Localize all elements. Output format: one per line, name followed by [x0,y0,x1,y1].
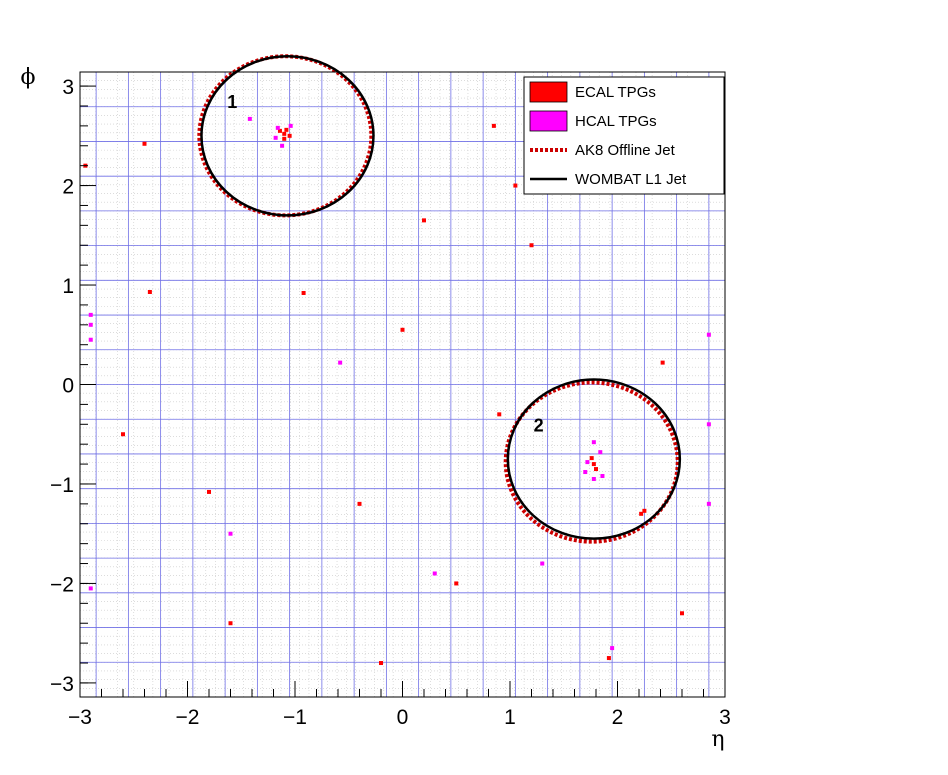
hcal-tpg-point [591,476,596,481]
ecal-tpg-point [282,136,287,141]
y-tick-label: 0 [62,375,74,398]
x-tick-label: 1 [504,706,516,729]
hcal-tpg-point [228,531,233,536]
ecal-tpg-point [454,581,459,586]
hcal-tpg-point [610,646,615,651]
hcal-tpg-point [338,360,343,365]
y-tick-label: −3 [50,673,74,696]
x-tick-label: −1 [283,706,307,729]
legend-label: ECAL TPGs [575,84,656,101]
ecal-tpg-point [594,467,598,472]
ecal-tpg-point [400,327,405,332]
jet-label: 1 [227,92,237,112]
ecal-tpg-point [589,456,594,461]
hcal-tpg-point [706,422,711,427]
y-tick-label: 1 [62,275,74,298]
ecal-tpg-point [639,511,644,516]
ecal-tpg-point [513,183,518,188]
hcal-tpg-point [273,135,278,140]
hcal-tpg-point [706,501,711,506]
ecal-tpg-point [497,412,502,417]
axis-ticks-layer: −3 −2 −1 0 1 2 3 −3 −2 −1 0 1 2 3 [50,76,731,729]
ecal-tpg-point [591,462,596,467]
hcal-tpg-point [288,123,293,128]
x-tick-label: 2 [612,706,624,729]
hcal-tpg-point [88,322,93,327]
jet-label: 2 [534,415,544,435]
tpg-points-layer [83,103,711,666]
x-tick-label: 0 [397,706,409,729]
ecal-tpg-point [422,218,426,223]
ecal-tpg-point [277,128,282,133]
wombat-l1-jet-circle [506,378,682,540]
ecal-tpg-point [379,661,383,666]
ecal-tpg-point [284,127,289,132]
ecal-tpg-point [287,133,292,138]
ecal-tpg-point [529,243,534,248]
x-axis-title: η [711,727,724,752]
ecal-tpg-point [121,432,125,437]
ak8-offline-jet-circle [197,54,374,218]
ecal-tpg-point [207,489,211,494]
hcal-tpg-point [540,561,545,566]
legend-label: HCAL TPGs [575,113,657,130]
hcal-tpg-point [432,571,437,576]
jet-circles-layer: 12 [197,54,682,544]
ecal-tpg-point [491,123,496,128]
x-tick-label: 3 [719,706,731,729]
ecal-tpg-point [142,141,147,146]
hcal-tpg-point [706,332,711,337]
legend-label: AK8 Offline Jet [575,142,676,159]
hcal-tpg-point [88,312,93,317]
hcal-tpg-point [591,440,596,445]
ecal-tpg-point [660,360,665,365]
ecal-tpg-point [282,131,287,136]
grid-layer [79,71,726,698]
y-tick-label: −2 [50,573,74,596]
hcal-tpg-point [88,586,93,591]
y-tick-label: 2 [62,176,74,199]
x-tick-label: −3 [68,706,92,729]
legend-label: WOMBAT L1 Jet [575,171,687,188]
hcal-tpg-point [275,125,280,130]
legend-swatch [529,110,568,132]
hcal-tpg-point [585,460,590,465]
x-tick-label: −2 [176,706,200,729]
y-tick-label: −1 [50,474,74,497]
wombat-l1-jet-circle [200,54,375,217]
legend-swatch [529,81,568,103]
y-tick-label: 3 [62,76,74,99]
hcal-tpg-point [88,337,93,342]
ecal-tpg-point [642,508,647,513]
ecal-tpg-point [228,621,233,626]
ecal-tpg-point [147,289,152,294]
y-axis-title: ϕ [21,65,36,90]
hcal-tpg-point [583,470,588,475]
hcal-tpg-point [280,143,285,148]
hcal-tpg-point [600,474,605,479]
ecal-tpg-point [357,501,362,506]
ecal-tpg-point [680,611,684,616]
legend: ECAL TPGs HCAL TPGs AK8 Offline Jet WOMBAT … [523,76,725,195]
hcal-tpg-point [247,116,252,121]
ecal-tpg-point [301,290,306,295]
ecal-tpg-point [606,656,611,661]
hcal-tpg-point [598,450,603,455]
